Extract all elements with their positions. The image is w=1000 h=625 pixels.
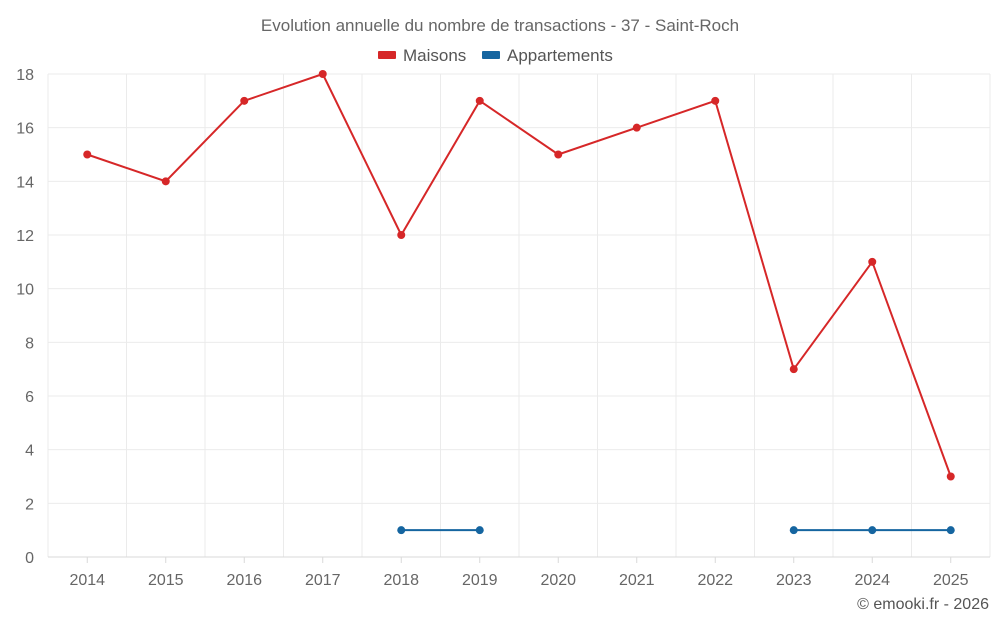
x-tick-label: 2024 bbox=[854, 572, 890, 589]
legend-label-appartements: Appartements bbox=[507, 46, 613, 65]
x-tick-label: 2021 bbox=[619, 572, 655, 589]
series-layer bbox=[83, 70, 955, 535]
data-point-maisons-2020[interactable] bbox=[554, 150, 563, 159]
legend-label-maisons: Maisons bbox=[403, 46, 466, 65]
data-point-maisons-2023[interactable] bbox=[789, 365, 798, 374]
x-tick-label: 2022 bbox=[697, 572, 733, 589]
legend-item-maisons[interactable]: Maisons bbox=[378, 46, 466, 65]
data-point-maisons-2021[interactable] bbox=[632, 123, 641, 132]
data-point-maisons-2024[interactable] bbox=[868, 257, 877, 266]
data-point-appartements-2019[interactable] bbox=[475, 526, 484, 535]
y-tick-label: 12 bbox=[16, 228, 34, 245]
chart-title: Evolution annuelle du nombre de transact… bbox=[261, 16, 739, 35]
y-tick-label: 0 bbox=[25, 550, 34, 567]
x-tick-label: 2020 bbox=[540, 572, 576, 589]
data-point-appartements-2023[interactable] bbox=[789, 526, 798, 535]
legend-item-appartements[interactable]: Appartements bbox=[482, 46, 613, 65]
series-maisons bbox=[83, 70, 955, 481]
y-tick-label: 10 bbox=[16, 282, 34, 299]
series-appartements bbox=[397, 526, 955, 535]
data-point-maisons-2019[interactable] bbox=[475, 96, 484, 105]
x-tick-label: 2014 bbox=[69, 572, 105, 589]
legend-swatch-appartements bbox=[482, 51, 500, 59]
x-axis-ticks: 2014 2015 2016 2017 2018 2019 2020 2021 2022 2023… bbox=[69, 557, 969, 589]
x-tick-label: 2015 bbox=[148, 572, 184, 589]
data-point-maisons-2018[interactable] bbox=[397, 231, 406, 239]
y-tick-label: 6 bbox=[25, 389, 34, 406]
y-tick-label: 8 bbox=[25, 335, 34, 352]
x-tick-label: 2017 bbox=[305, 572, 341, 589]
y-tick-label: 18 bbox=[16, 67, 34, 84]
x-tick-label: 2023 bbox=[776, 572, 812, 589]
credit-text: © emooki.fr - 2026 bbox=[857, 596, 989, 613]
x-tick-label: 2016 bbox=[226, 572, 262, 589]
data-point-maisons-2017[interactable] bbox=[318, 70, 327, 78]
data-point-maisons-2025[interactable] bbox=[946, 472, 955, 481]
data-point-appartements-2025[interactable] bbox=[946, 526, 955, 535]
data-point-maisons-2014[interactable] bbox=[83, 150, 92, 159]
x-tick-label: 2019 bbox=[462, 572, 498, 589]
data-point-maisons-2022[interactable] bbox=[711, 96, 720, 105]
series-line-maisons bbox=[86, 72, 952, 477]
y-axis-ticks: 0 2 4 6 8 10 12 14 16 18 bbox=[16, 67, 34, 567]
data-point-maisons-2015[interactable] bbox=[161, 177, 170, 186]
legend: Maisons Appartements bbox=[378, 46, 613, 65]
x-tick-label: 2018 bbox=[383, 572, 419, 589]
data-point-appartements-2024[interactable] bbox=[868, 526, 877, 535]
grid bbox=[47, 73, 991, 558]
legend-swatch-maisons bbox=[378, 51, 396, 59]
y-tick-label: 16 bbox=[16, 121, 34, 138]
data-point-appartements-2018[interactable] bbox=[397, 526, 406, 535]
data-point-maisons-2016[interactable] bbox=[240, 96, 249, 105]
y-tick-label: 14 bbox=[16, 174, 34, 191]
y-tick-label: 4 bbox=[25, 443, 34, 460]
y-tick-label: 2 bbox=[25, 496, 34, 513]
x-tick-label: 2025 bbox=[933, 572, 969, 589]
